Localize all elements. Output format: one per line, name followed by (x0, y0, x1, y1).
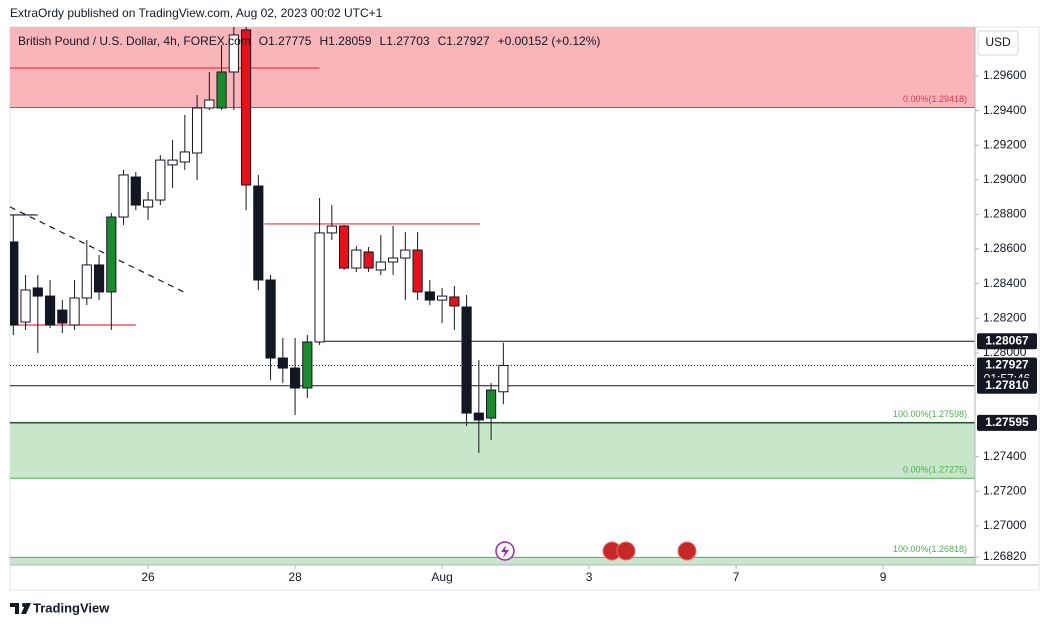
price-label-box (977, 414, 1037, 431)
event-flag[interactable] (616, 541, 636, 561)
legend-open: O1.27775 (259, 34, 312, 48)
legend-close: C1.27927 (438, 34, 490, 48)
frame (9, 26, 1040, 591)
candle-body (253, 185, 264, 281)
candle-body (400, 249, 411, 259)
candle-body (363, 251, 374, 269)
y-tick-label: 1.27400 (983, 449, 1027, 463)
candle-body (387, 257, 399, 263)
candle-body (436, 295, 448, 301)
candle-body (204, 99, 215, 109)
candle-body (424, 291, 435, 301)
brand: TradingView (33, 600, 110, 615)
candle-body (118, 174, 129, 218)
candle-body (498, 364, 509, 393)
price-label: 1.27927 (985, 358, 1029, 372)
plot: 0.00%(1.29418) 100.00%(1.27598) 0.00%(1.27… (10, 27, 975, 565)
publish-info: ExtraOrdy published on TradingView.com, … (10, 6, 383, 20)
candle-body (289, 367, 301, 389)
y-tick-label: 1.27200 (983, 483, 1027, 497)
legend-high: H1.28059 (319, 34, 371, 48)
y-tick-label: 1.29000 (983, 172, 1027, 186)
event-flag[interactable] (677, 541, 697, 561)
candle-body (375, 261, 386, 271)
x-tick-label: 26 (141, 570, 155, 584)
candle-body (106, 216, 117, 293)
events (495, 541, 697, 561)
y-tick-label: 1.28200 (983, 310, 1027, 324)
candle-body (314, 232, 325, 343)
candle-body (32, 287, 43, 297)
y-tick-label: 1.27000 (983, 518, 1027, 532)
candle-body (167, 159, 178, 166)
zone-label: 100.00%(1.27598) (893, 409, 967, 419)
candle-body (412, 249, 423, 293)
candle-body (485, 389, 497, 419)
zone (10, 422, 975, 479)
candle-body (179, 151, 190, 163)
y-tick-label: 1.28600 (983, 241, 1027, 255)
candle-body (461, 306, 472, 414)
candle-body (142, 199, 154, 208)
event-bolt (501, 545, 509, 558)
price-label: 1.27595 (985, 415, 1029, 429)
candle-body (449, 296, 460, 307)
symbol: British Pound / U.S. Dollar, 4h, FOREX.c… (18, 34, 251, 48)
candle-body (191, 107, 203, 154)
currency-box[interactable] (977, 30, 1019, 56)
y-tick-label: 1.26820 (983, 549, 1027, 563)
zone-label: 0.00%(1.27275) (903, 465, 967, 475)
price-label-box (977, 333, 1037, 350)
price-label: 1.27810 (985, 378, 1029, 392)
x-tick-label: 3 (586, 570, 593, 584)
legend-change: +0.00152 (+0.12%) (498, 34, 601, 48)
price-label: 1.28067 (985, 333, 1029, 347)
x-tick-label: 28 (288, 570, 302, 584)
candle-body (216, 71, 227, 109)
price-label-box (977, 377, 1037, 394)
x-tick-label: 7 (733, 570, 740, 584)
candle-body (81, 264, 92, 299)
candle-body (277, 357, 288, 369)
candle-body (44, 295, 56, 326)
candle-body (20, 289, 31, 323)
candle-body (240, 29, 252, 186)
candle-body (228, 34, 239, 73)
candle-body (93, 264, 105, 293)
legend-low: L1.27703 (380, 34, 430, 48)
legend: British Pound / U.S. Dollar, 4h, FOREX.c… (18, 34, 600, 48)
x-tick-label: Aug (431, 570, 452, 584)
candle-body (326, 225, 337, 234)
brand-logo (10, 603, 31, 614)
y-tick-label: 1.28400 (983, 276, 1027, 290)
currency: USD (985, 35, 1011, 49)
y-tick-label: 1.29400 (983, 103, 1027, 117)
y-tick-label: 1.28800 (983, 207, 1027, 221)
zone-label: 0.00%(1.29418) (903, 94, 967, 104)
candle-body (338, 225, 350, 269)
candle-body (351, 249, 362, 269)
zone (10, 27, 975, 108)
candle-body (69, 297, 80, 326)
y-tick-label: 1.29200 (983, 137, 1027, 151)
candle-body (57, 309, 68, 324)
candle-body (10, 241, 19, 326)
zone (10, 557, 975, 565)
candle-body (302, 341, 313, 389)
candle-body (473, 412, 484, 421)
y-tick-label: 1.29600 (983, 68, 1027, 82)
zone-label: 100.00%(1.26818) (893, 544, 967, 554)
candle-body (155, 159, 166, 201)
candle-body (130, 176, 141, 206)
candle-body (265, 279, 276, 359)
x-tick-label: 9 (880, 570, 887, 584)
